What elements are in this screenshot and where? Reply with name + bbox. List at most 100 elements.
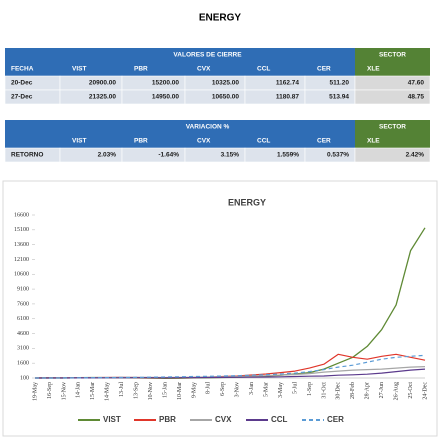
table-cell-text: 14950.00: [152, 94, 179, 101]
column-header-cell: [355, 62, 430, 76]
legend-label: CCL: [271, 415, 288, 424]
x-tick-label: 19-May: [32, 382, 38, 401]
table-cell-text: RETORNO: [11, 152, 43, 159]
x-tick-label: 15-Mar: [90, 382, 96, 400]
table-cell-text: 10650.00: [212, 94, 239, 101]
y-tick-label: 100: [20, 375, 29, 381]
table-cell-text: 1.559%: [277, 152, 299, 159]
table-cell-text: 1162.74: [276, 80, 300, 87]
column-header-cell: [5, 134, 60, 148]
column-header: CER: [317, 66, 331, 73]
column-header: CVX: [197, 66, 211, 73]
x-tick-label: 10-Nov: [148, 382, 154, 400]
x-tick-label: 16-Sep: [47, 382, 53, 399]
column-header-cell: [185, 62, 245, 76]
x-tick-label: 14-May: [105, 382, 111, 401]
column-header: FECHA: [11, 66, 34, 73]
x-tick-label: 15-Jan: [162, 382, 168, 398]
x-tick-label: 9-May: [191, 382, 197, 398]
column-header-cell: [60, 62, 122, 76]
column-header: CER: [317, 138, 331, 145]
x-tick-label: 1-Sep: [307, 382, 313, 396]
x-tick-label: 10-Mar: [177, 382, 183, 400]
y-tick-label: 13600: [14, 242, 29, 248]
column-header-cell: [355, 134, 430, 148]
column-header: PBR: [134, 66, 148, 73]
x-tick-label: 5-Jul: [292, 382, 298, 394]
column-header-cell: [60, 134, 122, 148]
table-cell-text: 513.94: [329, 94, 349, 101]
y-tick-label: 16600: [14, 212, 29, 218]
y-tick-label: 4600: [17, 331, 29, 337]
x-tick-label: 8-Jul: [206, 382, 212, 394]
group-header: VARIACION %: [186, 124, 230, 131]
table-cell-text: 3.15%: [221, 152, 240, 159]
x-tick-label: 13-Jul: [119, 382, 125, 397]
group-header-band: [5, 48, 355, 62]
table-cell-text: 27-Dec: [11, 94, 33, 101]
page-title: ENERGY: [199, 13, 242, 24]
x-tick-label: 27-Jun: [379, 382, 385, 398]
y-tick-label: 7600: [17, 301, 29, 307]
table-cell-text: 15200.00: [152, 80, 179, 87]
y-tick-label: 1600: [17, 361, 29, 367]
x-tick-label: 24-Dec: [422, 382, 428, 400]
column-header-cell: [245, 62, 305, 76]
column-header: VIST: [72, 66, 86, 73]
table-cell: [354, 147, 431, 163]
column-header: CCL: [257, 66, 270, 73]
x-tick-label: 26-Aug: [393, 382, 399, 400]
table-cell-text: 0.537%: [327, 152, 349, 159]
table-cell-text: 21325.00: [89, 94, 116, 101]
group-header-band: [5, 120, 355, 134]
x-tick-label: 15-Nov: [61, 382, 67, 400]
table-cell-text: 2.03%: [98, 152, 117, 159]
column-header-cell: [245, 134, 305, 148]
column-header-cell: [122, 62, 185, 76]
x-tick-label: 14-Jan: [76, 382, 82, 398]
column-header-cell: [305, 134, 355, 148]
sector-header-band: [355, 48, 430, 62]
table-cell-text: 1180.87: [276, 94, 300, 101]
y-tick-label: 10600: [14, 272, 29, 278]
column-header: CVX: [197, 138, 211, 145]
y-tick-label: 3100: [17, 346, 29, 352]
x-tick-label: 25-Oct: [408, 382, 414, 399]
column-header: XLE: [367, 138, 380, 145]
chart-title: ENERGY: [228, 197, 266, 207]
table-cell-text: 47.60: [408, 80, 425, 87]
column-header: PBR: [134, 138, 148, 145]
chart-frame: [2, 180, 438, 437]
y-tick-label: 12100: [14, 257, 29, 263]
legend-label: VIST: [103, 415, 121, 424]
y-tick-label: 15100: [14, 227, 29, 233]
sector-header: SECTOR: [379, 124, 406, 131]
x-tick-label: 31-Oct: [321, 382, 327, 399]
table-cell-text: 10325.00: [212, 80, 239, 87]
sector-header: SECTOR: [379, 52, 406, 59]
series-line: [35, 354, 426, 379]
column-header-cell: [305, 62, 355, 76]
x-tick-label: 13-Sep: [133, 382, 139, 399]
x-tick-label: 30-Dec: [336, 382, 342, 400]
x-tick-label: 28-Feb: [350, 382, 356, 399]
column-header-cell: [5, 62, 60, 76]
column-header: VIST: [72, 138, 86, 145]
column-header: CCL: [257, 138, 270, 145]
group-header: VALORES DE CIERRE: [173, 52, 242, 59]
table-cell-text: 20-Dec: [11, 80, 33, 87]
y-tick-label: 9100: [17, 286, 29, 292]
x-tick-label: 28-Apr: [365, 382, 371, 399]
sector-header-band: [355, 120, 430, 134]
x-tick-label: 3-Nov: [235, 382, 241, 397]
table-cell-text: 20900.00: [89, 80, 116, 87]
legend-label: CER: [327, 415, 344, 424]
y-tick-label: 6100: [17, 316, 29, 322]
table-cell: [354, 89, 431, 105]
legend-label: PBR: [159, 415, 176, 424]
column-header-cell: [122, 134, 185, 148]
x-tick-label: 3-Jan: [249, 382, 255, 395]
x-tick-label: 6-Sep: [220, 382, 226, 396]
table-cell-text: -1.64%: [158, 152, 179, 159]
